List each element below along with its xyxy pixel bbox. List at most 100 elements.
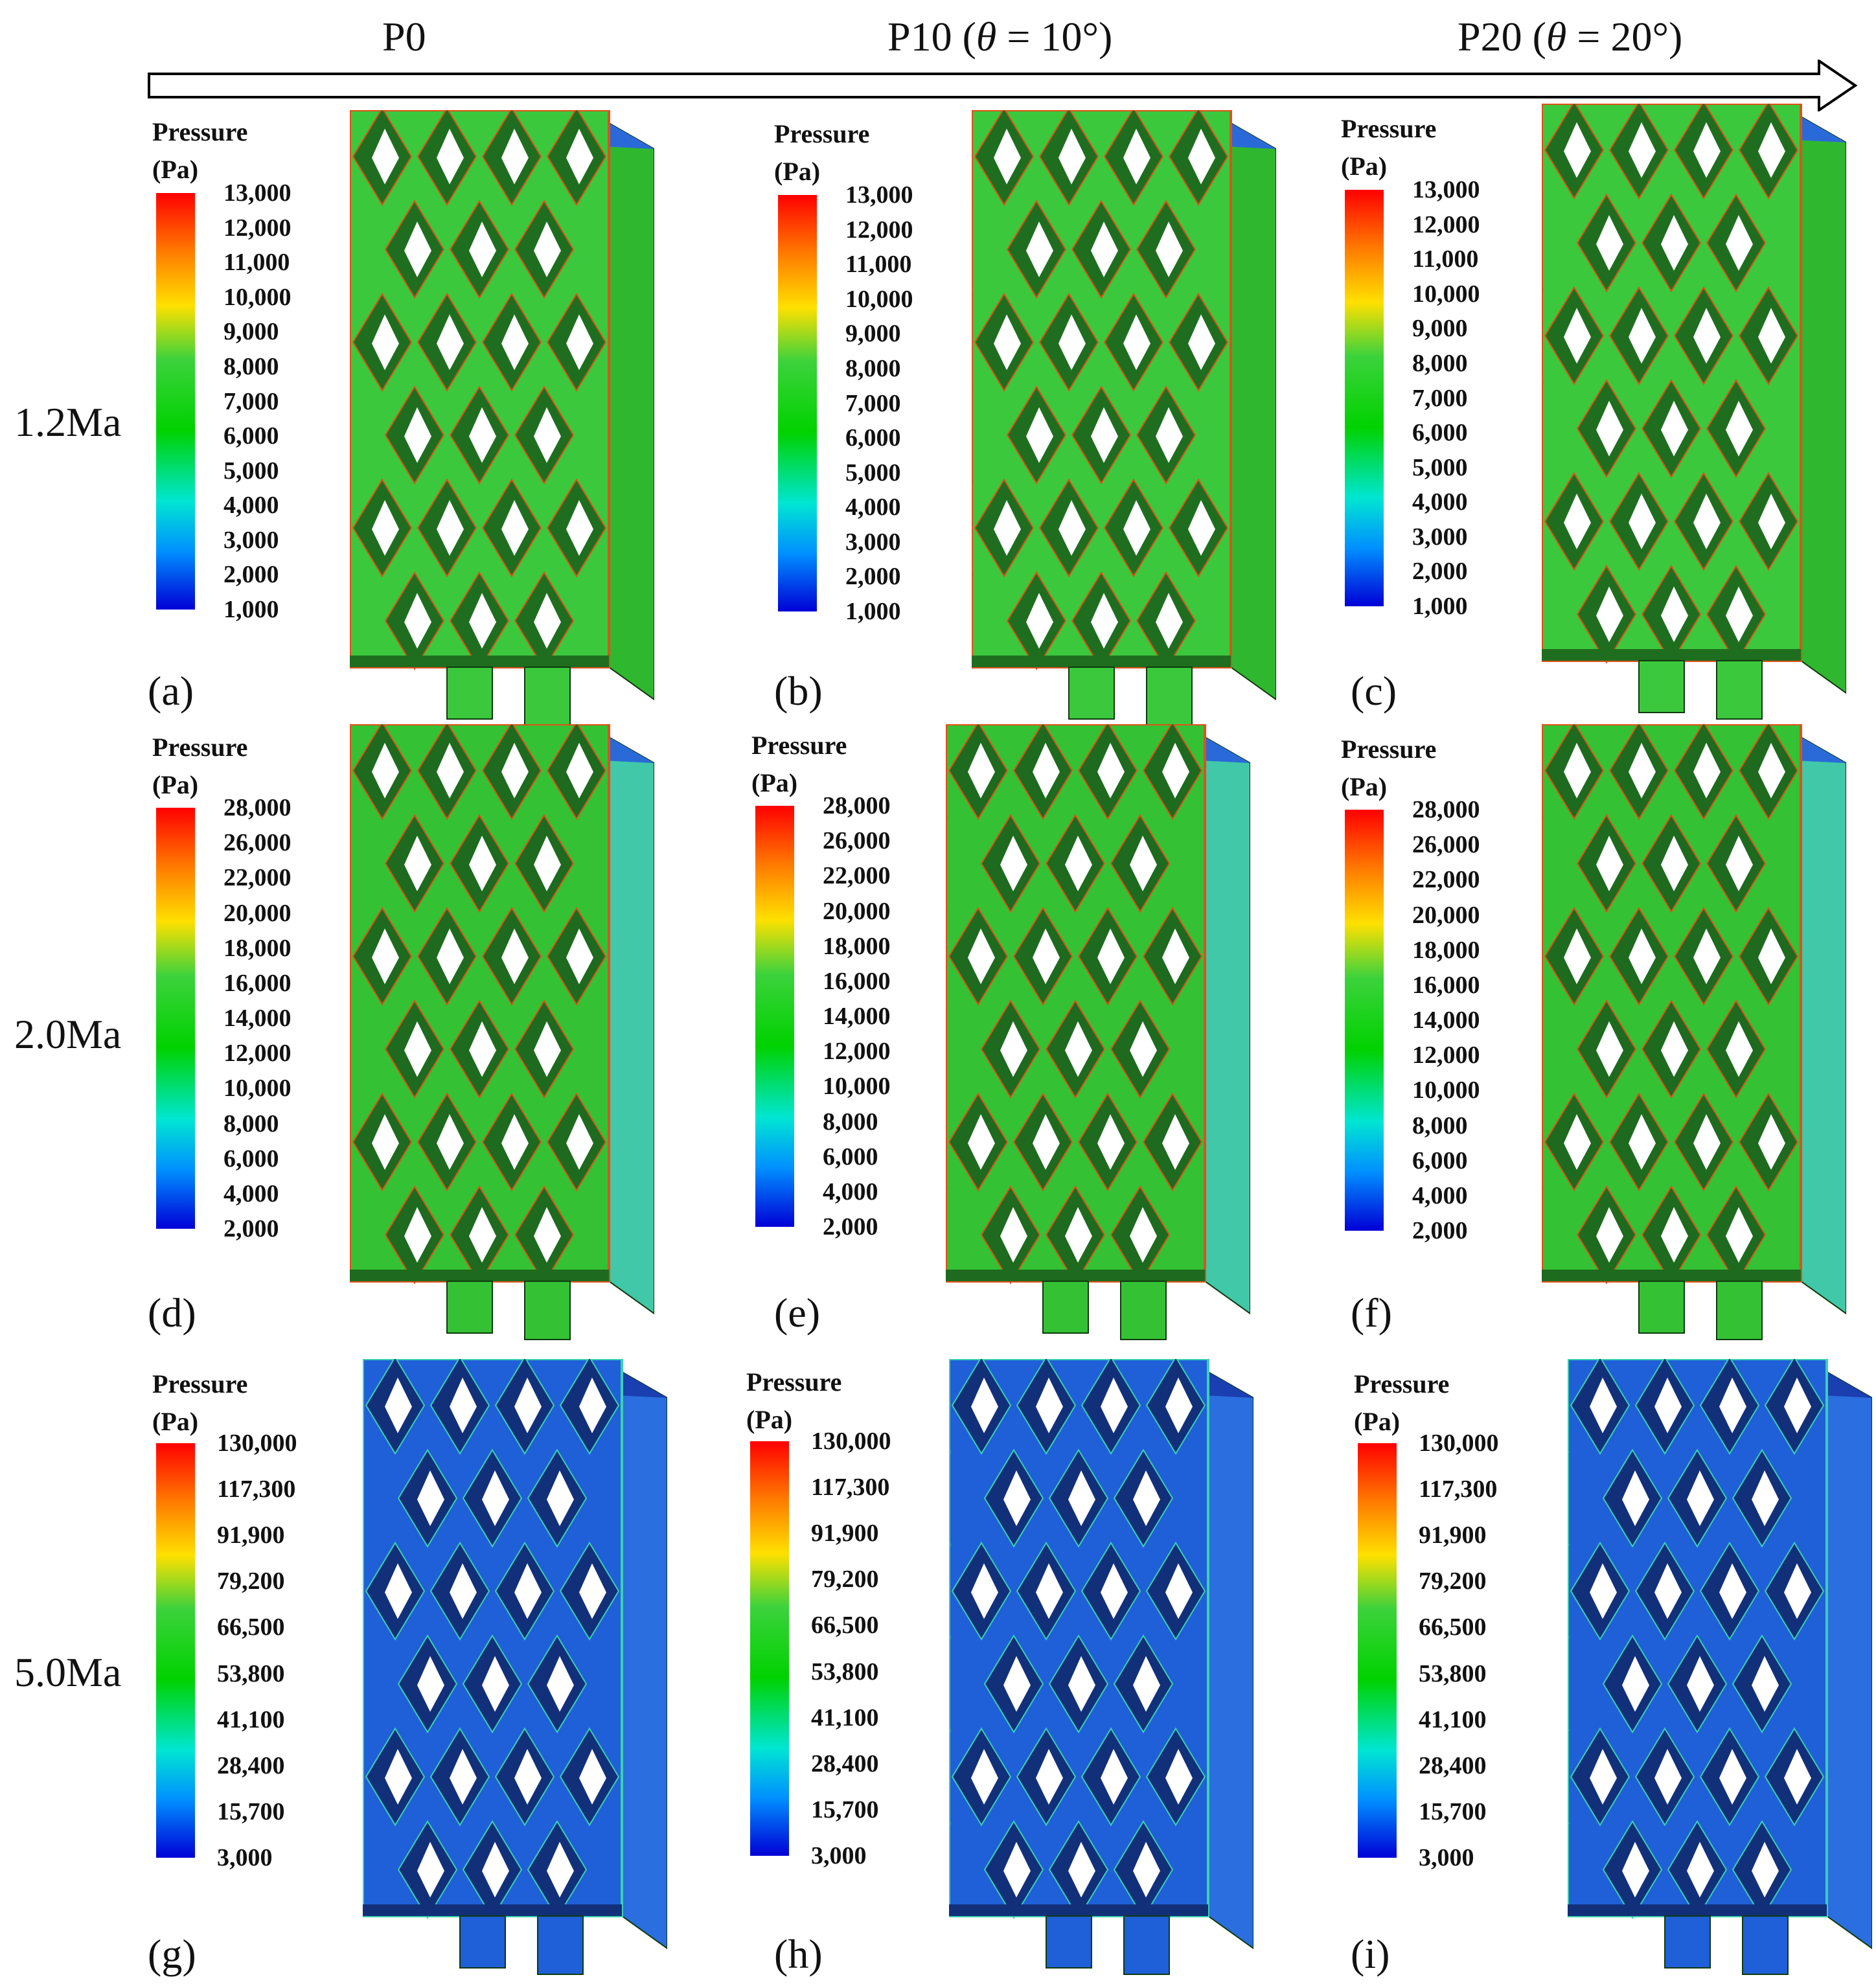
legend-tick-label: 8,000	[223, 1110, 279, 1137]
panel-label-a: (a)	[148, 668, 194, 714]
legend-unit-line: (Pa)	[1354, 1407, 1401, 1436]
legend-tick-label: 12,000	[223, 1040, 292, 1067]
legend-tick-label: 28,400	[811, 1750, 879, 1777]
legend-tick-label: 53,800	[217, 1660, 285, 1687]
legend-tick-label: 2,000	[845, 563, 901, 591]
legend-tick-label: 6,000	[223, 422, 279, 450]
legend-unit-line: (Pa)	[152, 1407, 199, 1436]
panel-label-e: (e)	[774, 1290, 821, 1336]
legend-tick-label: 26,000	[223, 829, 292, 857]
legend-tick-label: 1,000	[223, 596, 279, 623]
legend-tick-label: 3,000	[223, 526, 279, 554]
legend-tick-label: 8,000	[823, 1108, 878, 1136]
legend-tick-label: 10,000	[823, 1073, 891, 1101]
legend-title-line: Pressure	[1341, 735, 1437, 764]
legend-tick-label: 117,300	[811, 1474, 890, 1501]
pressure-legend: Pressure (Pa) 28,000 26,000 22,000 20,000 18,0…	[152, 729, 347, 1242]
legend-title: Pressure (Pa)	[1341, 110, 1436, 185]
legend-tick-label: 14,000	[1412, 1007, 1480, 1034]
lattice-pressure-model	[949, 1359, 1253, 1975]
legend-tick-label: 1,000	[845, 598, 901, 625]
legend-title-line: Pressure	[152, 117, 248, 146]
legend-tick-label: 18,000	[1412, 936, 1480, 964]
legend-tick-label: 9,000	[1412, 315, 1468, 343]
legend-colorbar	[778, 195, 817, 611]
legend-unit-line: (Pa)	[152, 155, 199, 184]
legend-tick-label: 9,000	[845, 320, 901, 348]
legend-tick-label: 16,000	[1412, 971, 1480, 999]
legend-tick-label: 3,000	[1419, 1844, 1474, 1871]
legend-tick-label: 15,700	[217, 1798, 285, 1825]
legend-unit-line: (Pa)	[751, 768, 798, 797]
legend-tick-label: 15,700	[811, 1796, 879, 1823]
legend-tick-label: 10,000	[1412, 1077, 1480, 1104]
legend-tick-label: 4,000	[223, 1180, 279, 1207]
legend-tick-label: 66,500	[217, 1614, 285, 1641]
legend-tick-label: 4,000	[1412, 1181, 1468, 1209]
legend-title: Pressure (Pa)	[774, 115, 869, 190]
panel-label-h: (h)	[774, 1931, 823, 1977]
legend-tick-label: 12,000	[845, 216, 913, 244]
pressure-legend: Pressure (Pa) 130,000 117,300 91,900 79,200 66…	[746, 1364, 941, 1869]
legend-tick-label: 3,000	[811, 1842, 867, 1869]
legend-tick-label: 18,000	[823, 932, 891, 960]
legend-tick-label: 8,000	[223, 352, 279, 380]
legend-tick-label: 28,000	[823, 792, 891, 819]
legend-tick-label: 7,000	[845, 389, 901, 417]
legend-tick-label: 6,000	[1412, 1147, 1468, 1174]
legend-tick-label: 41,100	[217, 1706, 285, 1733]
legend-tick-label: 18,000	[223, 934, 292, 962]
legend-unit-line: (Pa)	[774, 157, 821, 186]
legend-tick-label: 3,000	[845, 528, 901, 556]
legend-colorbar	[1345, 190, 1384, 606]
legend-tick-label: 2,000	[223, 561, 279, 589]
legend-tick-label: 4,000	[223, 492, 279, 519]
legend-tick-label: 8,000	[1412, 1112, 1468, 1139]
legend-tick-label: 4,000	[1412, 488, 1468, 516]
legend-tick-label: 28,400	[1419, 1752, 1487, 1779]
legend-tick-label: 3,000	[1412, 523, 1468, 551]
legend-title: Pressure (Pa)	[746, 1364, 841, 1439]
panel-label-d: (d)	[148, 1290, 196, 1336]
legend-tick-label: 20,000	[1412, 901, 1480, 929]
legend-tick-label: 91,900	[811, 1520, 879, 1547]
legend-tick-label: 41,100	[811, 1704, 879, 1731]
lattice-pressure-model	[946, 724, 1250, 1340]
legend-tick-label: 130,000	[1419, 1430, 1499, 1457]
legend-tick-label: 5,000	[845, 459, 901, 486]
legend-tick-label: 16,000	[823, 967, 891, 995]
legend-tick-label: 5,000	[1412, 453, 1468, 481]
legend-tick-label: 117,300	[217, 1476, 296, 1503]
lattice-pressure-model	[350, 724, 654, 1340]
legend-tick-label: 2,000	[823, 1213, 878, 1240]
legend-tick-label: 79,200	[811, 1566, 879, 1593]
legend-tick-label: 12,000	[823, 1038, 891, 1066]
legend-tick-label: 130,000	[811, 1428, 891, 1455]
legend-tick-label: 41,100	[1419, 1706, 1487, 1733]
legend-tick-label: 22,000	[223, 864, 292, 892]
legend-tick-label: 91,900	[217, 1522, 285, 1549]
legend-tick-label: 12,000	[1412, 1042, 1480, 1069]
pressure-legend: Pressure (Pa) 13,000 12,000 11,000 10,000 9,00…	[774, 115, 968, 624]
legend-tick-label: 13,000	[223, 179, 292, 207]
direction-arrow-icon	[148, 60, 1858, 111]
panel-label-f: (f)	[1351, 1290, 1392, 1336]
legend-title: Pressure (Pa)	[152, 729, 247, 804]
row-label-2: 2.0Ma	[14, 1011, 122, 1057]
legend-title-line: Pressure	[746, 1367, 842, 1397]
legend-tick-label: 28,400	[217, 1752, 285, 1779]
lattice-pressure-model	[972, 110, 1276, 726]
legend-colorbar	[156, 1443, 195, 1858]
legend-tick-label: 26,000	[1412, 831, 1480, 859]
legend-tick-label: 11,000	[223, 249, 290, 277]
legend-tick-label: 2,000	[223, 1215, 279, 1242]
legend-tick-label: 3,000	[217, 1844, 273, 1871]
column-title-p10: P10 (θ = 10°)	[887, 14, 1113, 60]
legend-tick-label: 14,000	[823, 1003, 891, 1030]
legend-title-line: Pressure	[152, 733, 248, 762]
legend-tick-label: 2,000	[1412, 1217, 1468, 1244]
legend-unit-line: (Pa)	[1341, 152, 1388, 181]
legend-unit-line: (Pa)	[152, 770, 199, 799]
legend-tick-label: 28,000	[1412, 796, 1480, 823]
legend-tick-label: 15,700	[1419, 1798, 1487, 1825]
